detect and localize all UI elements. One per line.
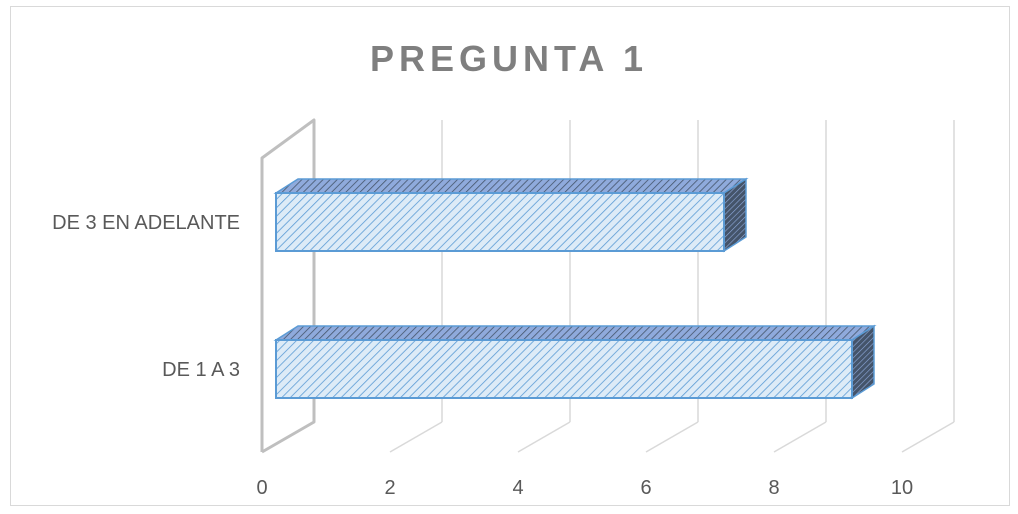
chart-area — [10, 6, 1010, 506]
gridlines — [389, 120, 955, 453]
bar-front-face — [275, 192, 725, 252]
x-tick-label: 6 — [640, 477, 651, 499]
bar-series — [273, 177, 877, 400]
x-tick-label: 8 — [768, 477, 779, 499]
bar-front-face — [275, 339, 853, 399]
bar-top-face — [273, 178, 749, 194]
chart-title: PREGUNTA 1 — [369, 38, 649, 79]
category-label: DE 1 A 3 — [162, 359, 240, 381]
x-tick-label: 4 — [512, 477, 523, 499]
y-axis-category-labels: DE 1 A 3 DE 3 EN ADELANTE — [52, 212, 240, 381]
gridline-floor — [773, 421, 827, 453]
bar — [273, 177, 749, 253]
bar-top-face — [273, 325, 877, 341]
x-tick-label: 10 — [891, 477, 913, 499]
x-axis-tick-labels: 0 2 4 6 8 10 — [256, 477, 913, 499]
bar — [273, 324, 877, 400]
x-tick-label: 2 — [384, 477, 395, 499]
axis-wall — [260, 118, 316, 454]
gridline-floor — [517, 421, 571, 453]
category-label: DE 3 EN ADELANTE — [52, 212, 240, 234]
gridline-floor — [389, 421, 443, 453]
axis-side-wall — [260, 118, 316, 454]
gridline-floor — [901, 421, 955, 453]
gridline-floor — [645, 421, 699, 453]
x-tick-label: 0 — [256, 477, 267, 499]
